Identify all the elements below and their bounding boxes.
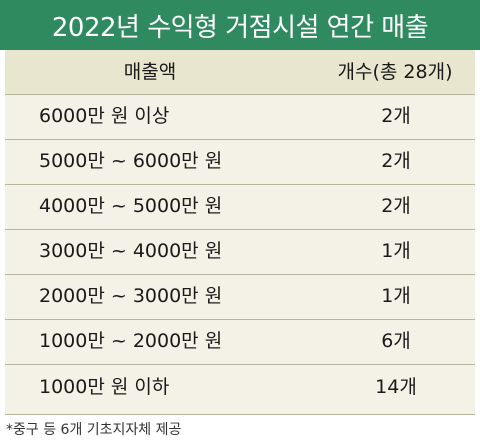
row-divider — [5, 139, 475, 140]
source-footnote: *중구 등 6개 기초지자체 제공 — [6, 422, 182, 438]
facility-count: 2개 — [381, 195, 411, 217]
column-header-count: 개수(총 28개) — [337, 61, 453, 83]
revenue-range: 4000만 ~ 5000만 원 — [39, 195, 223, 217]
facility-count: 1개 — [381, 240, 411, 262]
revenue-range: 6000만 원 이상 — [39, 105, 170, 127]
column-header-revenue: 매출액 — [123, 61, 177, 83]
revenue-range: 1000만 ~ 2000만 원 — [39, 330, 223, 352]
revenue-range: 5000만 ~ 6000만 원 — [39, 150, 223, 172]
revenue-range: 2000만 ~ 3000만 원 — [39, 285, 223, 307]
revenue-range: 1000만 원 이하 — [39, 376, 170, 398]
row-divider — [5, 364, 475, 365]
row-divider — [5, 319, 475, 320]
row-divider — [5, 184, 475, 185]
row-divider — [5, 274, 475, 275]
page-title: 2022년 수익형 거점시설 연간 매출 — [0, 0, 480, 50]
revenue-range: 3000만 ~ 4000만 원 — [39, 240, 223, 262]
table-row: 2000만 ~ 3000만 원 1개 — [5, 274, 475, 319]
table-row: 1000만 원 이하 14개 — [5, 365, 475, 410]
facility-count: 2개 — [381, 105, 411, 127]
row-divider — [5, 229, 475, 230]
facility-count: 2개 — [381, 150, 411, 172]
table-row: 3000만 ~ 4000만 원 1개 — [5, 229, 475, 274]
facility-count: 14개 — [375, 376, 417, 398]
title-text: 2022년 수익형 거점시설 연간 매출 — [51, 12, 429, 43]
table-header-row: 매출액 개수(총 28개) — [5, 50, 475, 94]
facility-count: 6개 — [381, 330, 411, 352]
row-divider — [5, 94, 475, 95]
revenue-table: 매출액 개수(총 28개) 6000만 원 이상 2개 5000만 ~ 6000… — [5, 50, 475, 415]
table-row: 6000만 원 이상 2개 — [5, 94, 475, 139]
table-row: 5000만 ~ 6000만 원 2개 — [5, 139, 475, 184]
facility-count: 1개 — [381, 285, 411, 307]
table-bottom-border — [5, 414, 475, 415]
table-row: 4000만 ~ 5000만 원 2개 — [5, 184, 475, 229]
table-row: 1000만 ~ 2000만 원 6개 — [5, 319, 475, 364]
